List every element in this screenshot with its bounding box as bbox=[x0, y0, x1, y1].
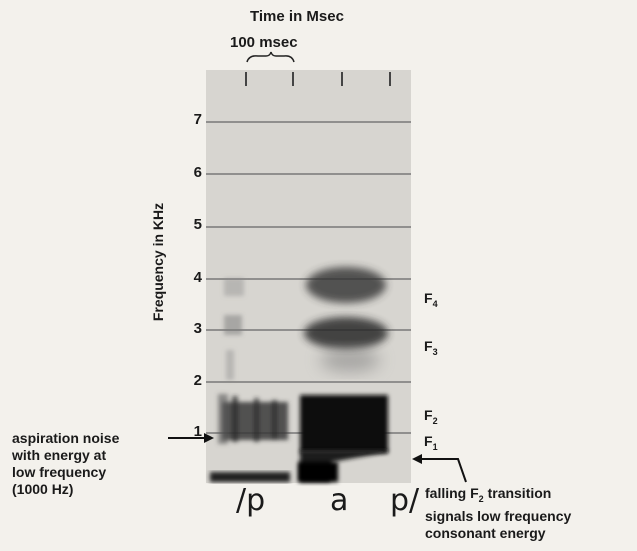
y-tick-label: 5 bbox=[193, 216, 202, 233]
transition-annotation: falling F2 transition signals low freque… bbox=[425, 485, 572, 541]
formant-label-f1: F1 bbox=[424, 433, 438, 452]
aspiration-annotation: aspiration noise with energy at low freq… bbox=[12, 430, 120, 497]
chart-title: Time in Msec bbox=[250, 8, 344, 25]
phonetic-p-initial: /p bbox=[236, 483, 266, 518]
vowel-formants bbox=[298, 267, 388, 482]
y-axis-label: Frequency in KHz bbox=[150, 202, 166, 322]
y-tick-label: 1 bbox=[193, 423, 202, 440]
y-tick-label: 6 bbox=[193, 164, 202, 181]
formant-label-f4: F4 bbox=[424, 290, 438, 309]
phonetic-vowel: a bbox=[330, 483, 349, 518]
voicing-bar bbox=[210, 472, 290, 482]
time-ticks bbox=[245, 72, 391, 86]
y-tick-label: 2 bbox=[193, 372, 202, 389]
formant-label-f3: F3 bbox=[424, 338, 438, 357]
y-tick-label: 3 bbox=[193, 320, 202, 337]
left-arrow bbox=[168, 433, 214, 443]
y-tick-label: 4 bbox=[193, 269, 202, 286]
right-arrow bbox=[412, 454, 467, 483]
time-scale-label: 100 msec bbox=[230, 34, 298, 51]
phonetic-p-final: p/ bbox=[390, 483, 420, 518]
y-tick-label: 7 bbox=[193, 111, 202, 128]
aspiration-noise bbox=[218, 278, 288, 444]
formant-label-f2: F2 bbox=[424, 407, 438, 426]
time-scale-brace bbox=[246, 51, 295, 63]
